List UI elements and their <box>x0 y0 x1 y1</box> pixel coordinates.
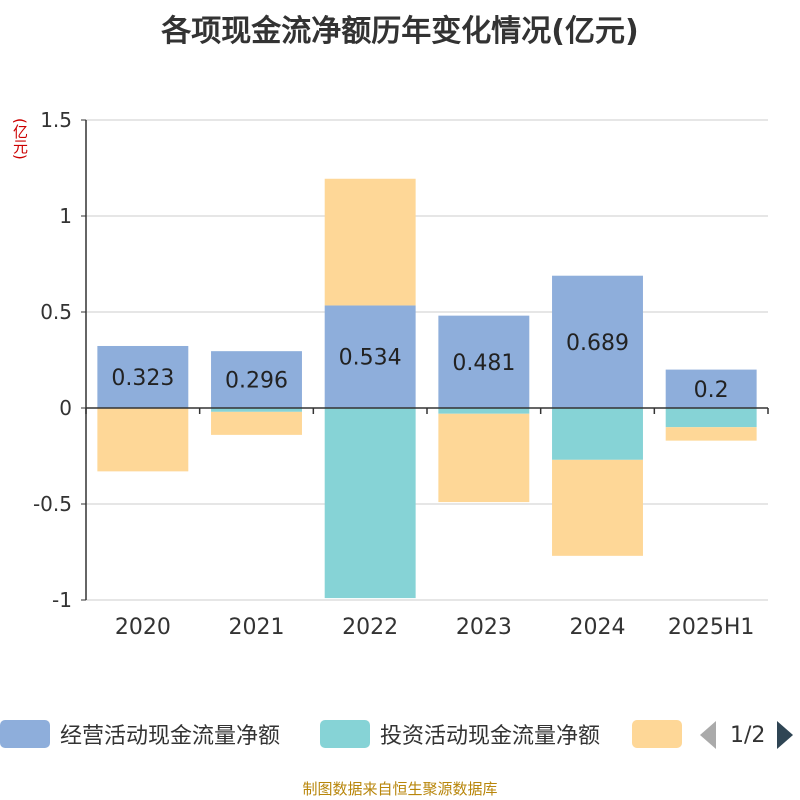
bar-series0-2025H1 <box>665 369 757 408</box>
bar-series2-2020 <box>97 408 189 472</box>
bar-chart: 1.5 1 0.5 0 -0.5 -1 0.323 0.296 0.534 0.481 0.689 0… <box>33 108 769 640</box>
bar-series1-2021 <box>211 408 302 412</box>
y-tick-label: -1 <box>52 588 72 612</box>
bar-series2-2022 <box>324 178 416 306</box>
x-tick-label: 2020 <box>115 615 171 640</box>
data-label: 0.481 <box>452 351 515 376</box>
data-label: 0.689 <box>566 331 629 356</box>
legend-item-third[interactable] <box>632 716 692 752</box>
legend-item-operating[interactable]: 经营活动现金流量净额 <box>0 716 280 752</box>
bar-series0-2020 <box>97 345 189 408</box>
y-tick-label: 0.5 <box>40 300 72 324</box>
bar-series0-2023 <box>438 315 530 408</box>
x-tick-label: 2021 <box>229 615 285 640</box>
bar-series1-2025H1 <box>665 408 757 428</box>
legend-swatch-investing <box>320 720 370 748</box>
chart-title: 各项现金流净额历年变化情况(亿元) <box>161 14 639 49</box>
y-tick-label: 0 <box>59 396 72 420</box>
legend-item-investing[interactable]: 投资活动现金流量净额 <box>320 716 600 752</box>
y-tick-label: 1 <box>59 204 72 228</box>
data-label: 0.2 <box>694 378 729 403</box>
x-tick-label: 2022 <box>342 615 398 640</box>
data-label: 0.534 <box>339 346 402 371</box>
bar-series1-2022 <box>324 408 416 599</box>
bar-series2-2023 <box>438 413 530 503</box>
y-tick-label: 1.5 <box>40 108 72 132</box>
data-source-note: 制图数据来自恒生聚源数据库 <box>302 780 498 798</box>
y-axis-unit: (亿元) <box>11 118 29 160</box>
data-label: 0.323 <box>111 366 174 391</box>
bar-series0-2024 <box>552 275 643 408</box>
bar-series1-2023 <box>438 408 530 414</box>
bar-series2-2025H1 <box>665 427 757 441</box>
legend-label-investing: 投资活动现金流量净额 <box>380 724 601 749</box>
bar-series0-2021 <box>211 351 302 408</box>
legend-pager: 1/2 <box>700 720 794 750</box>
legend-swatch-third <box>632 720 682 748</box>
data-label: 0.296 <box>225 369 288 394</box>
y-tick-label: -0.5 <box>33 492 72 516</box>
x-tick-label: 2025H1 <box>668 615 755 640</box>
x-tick-label: 2023 <box>456 615 512 640</box>
legend-page-indicator: 1/2 <box>730 722 766 748</box>
bar-series0-2022 <box>324 305 416 408</box>
legend-prev-icon[interactable] <box>700 721 716 749</box>
legend-label-operating: 经营活动现金流量净额 <box>60 724 281 749</box>
bar-series2-2024 <box>552 459 643 556</box>
bar-series1-2024 <box>552 408 643 460</box>
bar-series2-2021 <box>211 411 302 435</box>
legend-next-icon[interactable] <box>777 721 794 749</box>
legend: 经营活动现金流量净额 投资活动现金流量净额 1/2 <box>0 716 800 756</box>
legend-swatch-operating <box>0 720 50 748</box>
x-tick-label: 2024 <box>570 615 626 640</box>
